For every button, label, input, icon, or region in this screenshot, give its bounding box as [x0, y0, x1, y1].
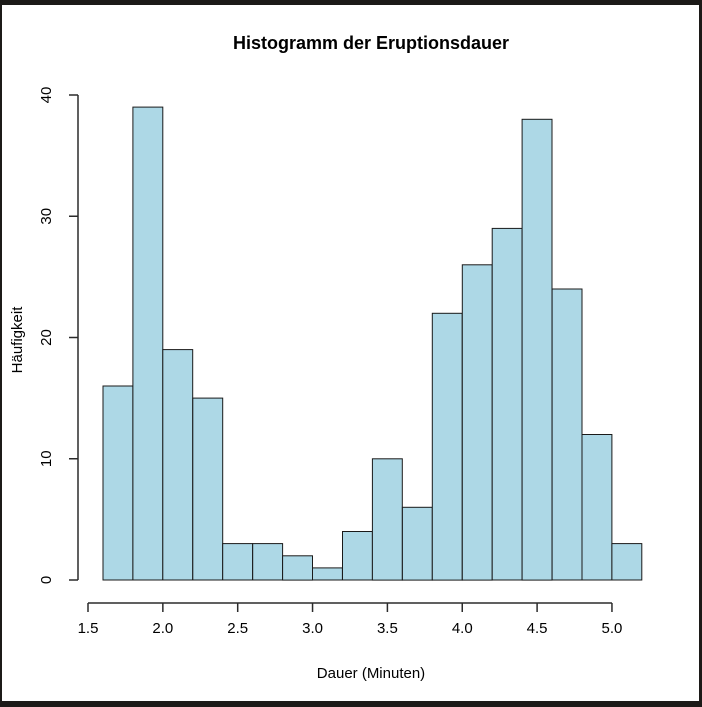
histogram-bar [581, 434, 613, 581]
y-axis-label: Häufigkeit [9, 306, 26, 374]
bars-group [102, 106, 643, 581]
y-tick-label: 40 [38, 87, 55, 104]
histogram-bar [192, 397, 224, 581]
y-tick-label: 30 [38, 208, 55, 225]
x-tick-label: 1.5 [78, 620, 99, 637]
histogram-bar [371, 458, 403, 581]
y-tick-label: 10 [38, 450, 55, 467]
window-frame-left [0, 0, 2, 707]
histogram-bar [611, 543, 643, 581]
histogram-bar [431, 312, 463, 581]
histogram-bar [222, 543, 254, 581]
histogram-bar [491, 227, 523, 581]
histogram-bar [132, 106, 164, 581]
chart-title: Histogramm der Eruptionsdauer [233, 33, 509, 53]
axes-group: 1.5 2.0 2.5 3.0 3.5 4.0 4.5 5.0 0 10 20 30 40 [38, 87, 622, 637]
histogram-bar [551, 288, 583, 581]
y-tick-label: 0 [38, 576, 55, 584]
x-tick-label: 3.0 [302, 620, 323, 637]
x-tick-label: 5.0 [602, 620, 623, 637]
histogram-bar [162, 349, 194, 581]
histogram-bar [401, 506, 433, 581]
window-frame-right [699, 0, 702, 707]
x-tick-label: 4.5 [527, 620, 548, 637]
histogram-bar [342, 531, 373, 581]
window-frame-top [0, 0, 702, 5]
histogram-bar [102, 385, 134, 581]
histogram-bar [312, 567, 343, 581]
x-tick-label: 3.5 [377, 620, 398, 637]
x-tick-label: 2.0 [152, 620, 173, 637]
histogram-bar [282, 555, 314, 581]
x-axis-label: Dauer (Minuten) [317, 665, 425, 682]
x-tick-label: 4.0 [452, 620, 473, 637]
histogram-bar [521, 118, 553, 581]
y-tick-label: 20 [38, 329, 55, 346]
histogram-bar [461, 264, 493, 581]
histogram-bar [252, 543, 284, 581]
x-tick-label: 2.5 [227, 620, 248, 637]
window-frame-bottom [0, 701, 702, 707]
